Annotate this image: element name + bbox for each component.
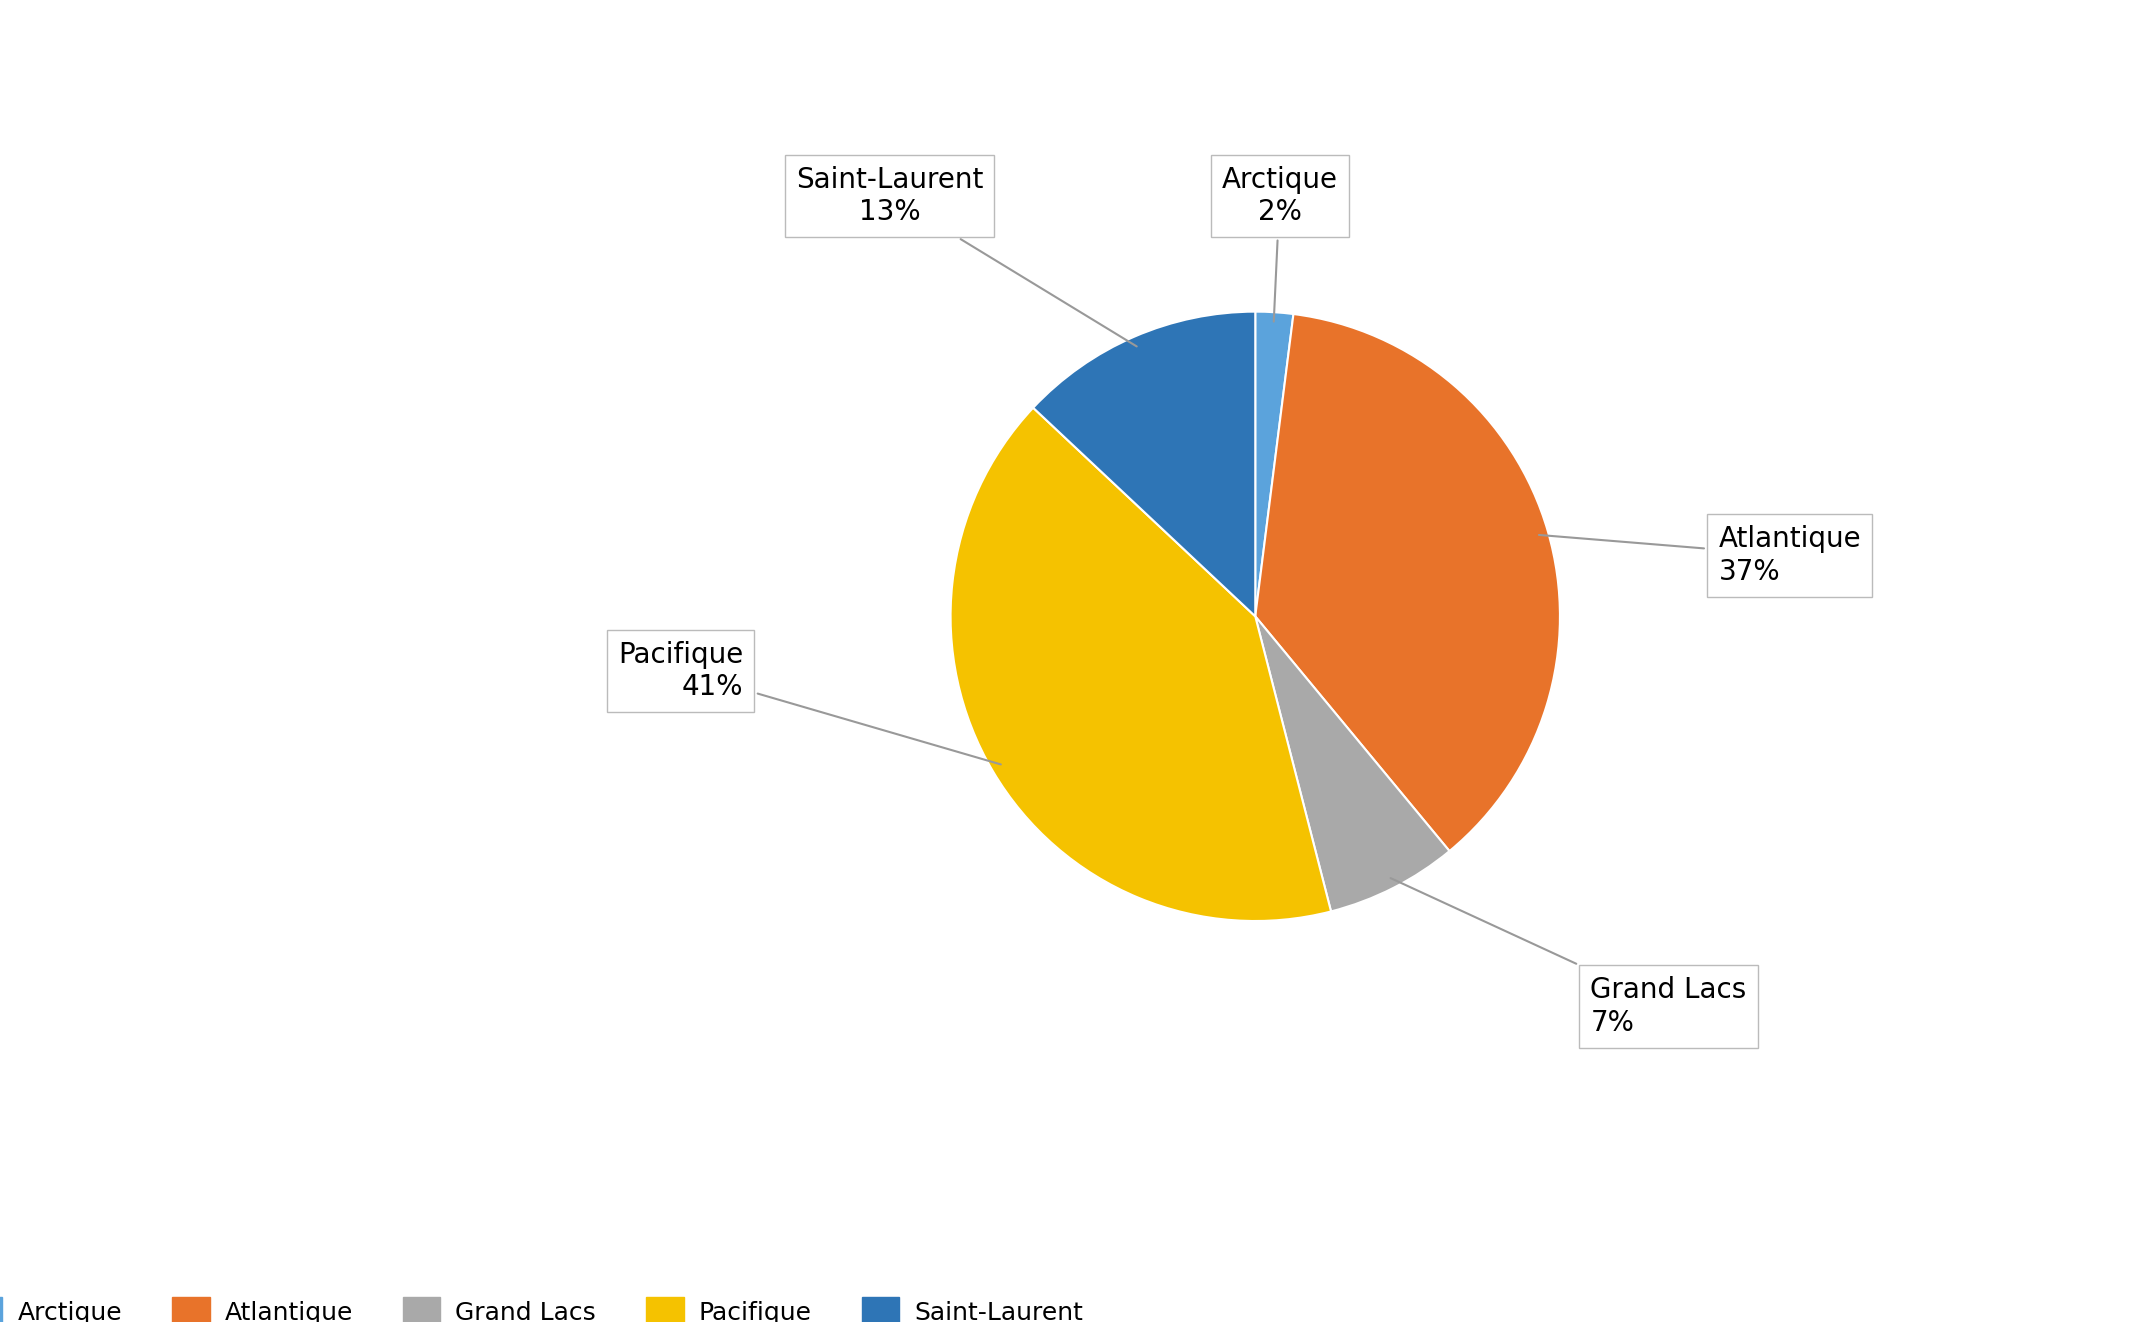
Legend: Arctique, Atlantique, Grand Lacs, Pacifique, Saint-Laurent: Arctique, Atlantique, Grand Lacs, Pacifi…: [0, 1286, 1093, 1322]
Text: Grand Lacs
7%: Grand Lacs 7%: [1391, 878, 1748, 1036]
Text: Saint-Laurent
13%: Saint-Laurent 13%: [797, 165, 1136, 346]
Wedge shape: [1256, 312, 1292, 616]
Text: Arctique
2%: Arctique 2%: [1222, 165, 1338, 321]
Wedge shape: [1256, 616, 1449, 911]
Text: Pacifique
41%: Pacifique 41%: [618, 641, 1001, 764]
Wedge shape: [1033, 312, 1256, 616]
Text: Atlantique
37%: Atlantique 37%: [1539, 525, 1861, 586]
Wedge shape: [1256, 315, 1561, 851]
Wedge shape: [951, 407, 1331, 921]
